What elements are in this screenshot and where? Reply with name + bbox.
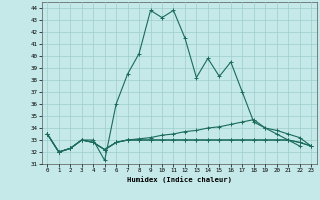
X-axis label: Humidex (Indice chaleur): Humidex (Indice chaleur) — [127, 176, 232, 183]
